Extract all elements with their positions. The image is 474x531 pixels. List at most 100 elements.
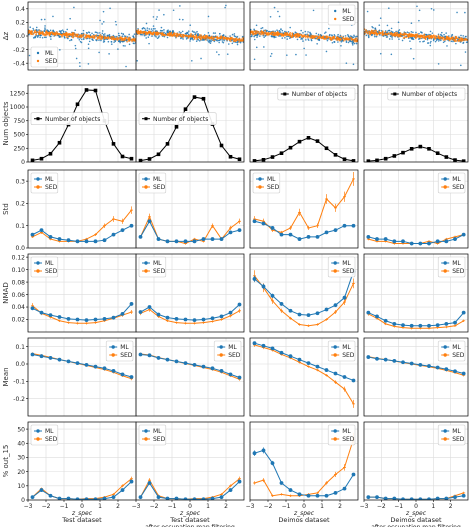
ml-marker <box>147 305 152 309</box>
scatter-point <box>62 33 65 36</box>
scatter-point <box>375 32 378 35</box>
ml-marker <box>192 497 197 500</box>
ml-marker <box>111 495 116 500</box>
scatter-point <box>208 41 210 44</box>
scatter-point <box>101 32 104 35</box>
scatter-point <box>267 33 270 36</box>
panel-content <box>250 6 358 66</box>
scatter-point <box>214 38 217 41</box>
scatter-point <box>155 18 158 20</box>
scatter-point <box>391 36 393 38</box>
scatter-point <box>435 39 438 42</box>
scatter-point <box>305 54 307 56</box>
scatter-point <box>365 29 368 32</box>
scatter-point <box>137 30 140 33</box>
scatter-point <box>281 29 284 32</box>
scatter-point <box>382 30 384 33</box>
x-tick-label: 1 <box>431 503 435 510</box>
scatter-point <box>74 47 77 50</box>
scatter-point <box>364 33 366 36</box>
scatter-point <box>337 36 339 39</box>
scatter-point <box>150 32 153 35</box>
scatter-point <box>39 33 42 35</box>
ml-marker <box>315 311 320 316</box>
count-marker <box>324 146 329 151</box>
ml-marker <box>57 357 62 362</box>
scatter-point <box>253 38 256 41</box>
scatter-point <box>430 37 432 39</box>
scatter-point <box>108 35 111 37</box>
ml-marker <box>375 356 379 361</box>
scatter-point <box>289 37 291 39</box>
scatter-point <box>115 23 118 26</box>
scatter-point <box>294 31 297 33</box>
scatter-point <box>152 25 155 27</box>
ml-marker <box>66 238 71 243</box>
scatter-point <box>380 29 383 32</box>
scatter-point <box>284 30 286 33</box>
scatter-point <box>52 32 55 35</box>
scatter-point <box>378 30 380 33</box>
scatter-point <box>239 39 242 42</box>
ml-marker <box>48 356 53 360</box>
panel: Number of objects <box>363 84 469 163</box>
ml-marker <box>192 239 197 244</box>
ml-marker <box>75 497 80 500</box>
scatter-point <box>375 29 377 32</box>
ml-marker <box>156 312 161 317</box>
ml-marker <box>270 293 275 298</box>
scatter-point <box>206 36 208 39</box>
scatter-point <box>193 38 196 40</box>
scatter-point <box>460 37 463 40</box>
scatter-point <box>259 31 262 33</box>
ml-marker <box>48 313 53 318</box>
scatter-point <box>295 53 297 56</box>
scatter-point <box>439 39 442 42</box>
ml-marker <box>261 221 266 226</box>
ml-marker <box>444 321 449 326</box>
scatter-point <box>49 29 52 32</box>
scatter-point <box>379 17 382 20</box>
scatter-point <box>151 35 153 37</box>
scatter-point <box>250 33 252 35</box>
scatter-point <box>322 35 325 38</box>
y-axis-label: Num objects <box>2 101 10 145</box>
scatter-point <box>257 32 259 34</box>
scatter-point <box>67 34 70 36</box>
ml-marker <box>84 318 89 323</box>
legend-swatch-marker <box>144 261 148 265</box>
scatter-point <box>295 34 298 37</box>
legend-label: ML <box>342 344 351 351</box>
scatter-point <box>343 38 346 40</box>
scatter-point <box>52 15 54 18</box>
scatter-point <box>222 41 225 44</box>
scatter-point <box>220 37 223 40</box>
count-marker <box>409 147 414 151</box>
scatter-point <box>412 31 414 34</box>
ml-marker <box>129 223 134 228</box>
scatter-point <box>196 36 198 39</box>
ml-marker <box>461 310 466 315</box>
scatter-point <box>86 34 89 37</box>
count-marker <box>120 154 125 159</box>
count-marker <box>270 155 275 159</box>
scatter-point <box>430 35 432 38</box>
scatter-point <box>340 38 343 41</box>
ml-marker <box>201 237 206 241</box>
scatter-point <box>397 30 400 32</box>
scatter-point <box>158 32 161 35</box>
legend-swatch-marker <box>36 185 40 189</box>
scatter-point <box>81 38 83 41</box>
scatter-point <box>458 38 461 40</box>
scatter-point <box>38 33 41 36</box>
ml-marker <box>333 303 338 308</box>
ml-marker <box>306 313 311 318</box>
scatter-point <box>398 38 400 40</box>
legend-label: ML <box>45 260 54 267</box>
scatter-point <box>461 39 464 41</box>
